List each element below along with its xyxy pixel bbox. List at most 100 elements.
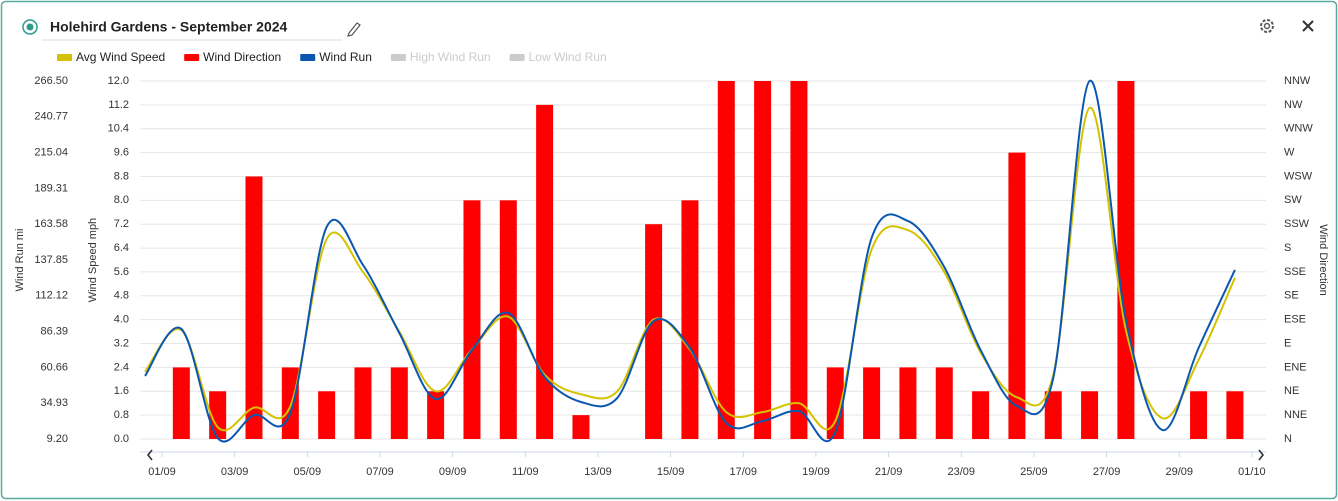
y2-tick-label: 266.50 bbox=[34, 75, 68, 87]
y3-tick-label: NW bbox=[1284, 99, 1303, 111]
legend-swatch bbox=[390, 54, 406, 61]
x-tick-label: 19/09 bbox=[802, 466, 830, 478]
x-tick-label: 05/09 bbox=[294, 466, 322, 478]
bar bbox=[536, 104, 554, 439]
y-tick-label: 8.0 bbox=[114, 194, 129, 206]
x-tick-label: 27/09 bbox=[1093, 466, 1121, 478]
bar bbox=[1190, 391, 1208, 439]
x-tick-label: 25/09 bbox=[1020, 466, 1048, 478]
y3-tick-label: WNW bbox=[1284, 123, 1313, 135]
y-tick-label: 6.4 bbox=[114, 242, 129, 254]
y3-tick-label: ENE bbox=[1284, 361, 1307, 373]
y2-axis-title: Wind Run mi bbox=[14, 229, 26, 292]
x-tick-label: 03/09 bbox=[221, 466, 249, 478]
line bbox=[144, 106, 1236, 432]
status-dot bbox=[26, 23, 34, 31]
x-tick-label: 01/09 bbox=[148, 466, 176, 478]
bar bbox=[935, 367, 953, 439]
bar bbox=[572, 415, 590, 439]
bar bbox=[209, 391, 227, 439]
y-tick-label: 11.2 bbox=[108, 99, 129, 111]
legend-swatch bbox=[300, 54, 316, 61]
y-tick-label: 0.8 bbox=[114, 409, 129, 421]
bar bbox=[790, 81, 808, 439]
panel-title: Holehird Gardens - September 2024 bbox=[50, 19, 288, 35]
y3-axis-title: Wind Direction bbox=[1317, 224, 1329, 296]
bar bbox=[1008, 152, 1026, 439]
bar bbox=[717, 81, 735, 439]
y-tick-label: 10.4 bbox=[108, 123, 129, 135]
y3-tick-label: NNW bbox=[1284, 75, 1311, 87]
bar bbox=[972, 391, 990, 439]
scroll-left[interactable] bbox=[146, 449, 153, 461]
bar bbox=[427, 391, 445, 439]
bar bbox=[390, 367, 408, 439]
y-tick-label: 12.0 bbox=[108, 75, 129, 87]
y2-tick-label: 163.58 bbox=[34, 218, 68, 230]
y-tick-label: 2.4 bbox=[114, 361, 129, 373]
x-tick-label: 01/10 bbox=[1238, 466, 1266, 478]
close-icon[interactable] bbox=[1302, 20, 1314, 32]
y-tick-label: 5.6 bbox=[114, 266, 129, 278]
bar bbox=[899, 367, 917, 439]
x-tick-label: 07/09 bbox=[366, 466, 394, 478]
y2-tick-label: 60.66 bbox=[40, 361, 68, 373]
y2-tick-label: 86.39 bbox=[40, 326, 68, 338]
y3-tick-label: N bbox=[1284, 433, 1292, 445]
settings-icon[interactable] bbox=[1260, 19, 1274, 33]
edit-icon[interactable] bbox=[347, 22, 361, 37]
y3-tick-label: ESE bbox=[1284, 314, 1306, 326]
line bbox=[144, 79, 1236, 443]
y3-tick-label: E bbox=[1284, 337, 1291, 349]
x-tick-label: 11/09 bbox=[512, 466, 539, 478]
legend-swatch bbox=[509, 54, 525, 61]
bar bbox=[281, 367, 299, 439]
legend-label[interactable]: Low Wind Run bbox=[529, 50, 607, 64]
y3-tick-label: S bbox=[1284, 242, 1291, 254]
bar bbox=[172, 367, 190, 439]
bar bbox=[681, 200, 699, 439]
bar bbox=[318, 391, 336, 439]
x-tick-label: 15/09 bbox=[657, 466, 685, 478]
x-tick-label: 29/09 bbox=[1165, 466, 1193, 478]
y2-tick-label: 215.04 bbox=[34, 147, 68, 159]
y-tick-label: 1.6 bbox=[114, 385, 129, 397]
x-tick-label: 21/09 bbox=[875, 466, 903, 478]
y2-tick-label: 189.31 bbox=[34, 182, 68, 194]
legend-label[interactable]: High Wind Run bbox=[410, 50, 491, 64]
y3-tick-label: NNE bbox=[1284, 409, 1307, 421]
legend-label[interactable]: Wind Direction bbox=[203, 50, 281, 64]
x-tick-label: 23/09 bbox=[947, 466, 975, 478]
y-tick-label: 8.8 bbox=[114, 170, 129, 182]
bar bbox=[1226, 391, 1244, 439]
scroll-right[interactable] bbox=[1258, 449, 1265, 461]
status-ring bbox=[22, 19, 38, 35]
y-tick-label: 0.0 bbox=[114, 433, 129, 445]
x-tick-label: 17/09 bbox=[730, 466, 758, 478]
bar bbox=[245, 176, 263, 439]
bar bbox=[754, 81, 772, 439]
bar bbox=[1117, 81, 1135, 439]
y3-tick-label: SE bbox=[1284, 290, 1299, 302]
legend-label[interactable]: Avg Wind Speed bbox=[76, 50, 165, 64]
legend-swatch bbox=[57, 54, 72, 61]
y-tick-label: 7.2 bbox=[114, 218, 129, 230]
y2-tick-label: 240.77 bbox=[34, 111, 68, 123]
bar bbox=[499, 200, 517, 439]
x-tick-label: 09/09 bbox=[439, 466, 467, 478]
x-tick-label: 13/09 bbox=[584, 466, 612, 478]
bar bbox=[1081, 391, 1099, 439]
y-tick-label: 3.2 bbox=[114, 337, 129, 349]
y2-tick-label: 34.93 bbox=[40, 397, 68, 409]
y-tick-label: 4.0 bbox=[114, 314, 129, 326]
bar bbox=[1044, 391, 1062, 439]
y2-tick-label: 137.85 bbox=[34, 254, 68, 266]
y3-tick-label: SSW bbox=[1284, 218, 1310, 230]
y3-tick-label: SSE bbox=[1284, 266, 1306, 278]
y3-tick-label: SW bbox=[1284, 194, 1302, 206]
bar bbox=[463, 200, 481, 439]
bar bbox=[354, 367, 372, 439]
legend-label[interactable]: Wind Run bbox=[319, 50, 372, 64]
